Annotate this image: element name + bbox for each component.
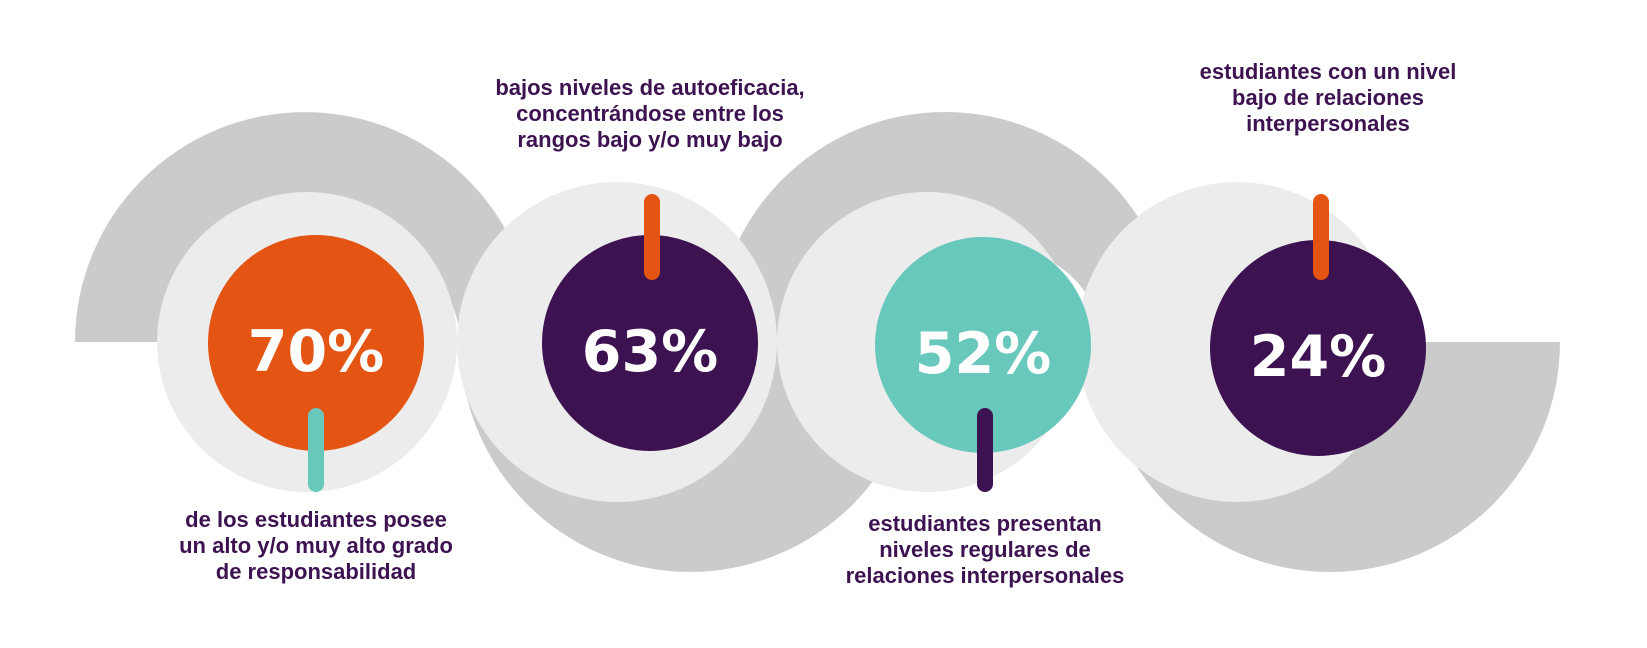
stat-circle-1	[208, 235, 424, 451]
stat-circle-3	[875, 237, 1091, 453]
caption-line: interpersonales	[1246, 111, 1410, 136]
caption-line: estudiantes con un nivel	[1199, 59, 1457, 84]
stat-circle-4	[1210, 240, 1426, 456]
caption-line: rangos bajo y/o muy bajo	[517, 127, 783, 152]
stat-circle-2	[542, 235, 758, 451]
stat-value-3: 52%	[915, 321, 1051, 387]
caption-line: niveles regulares de	[879, 537, 1091, 562]
wave-band-inner	[157, 182, 1397, 502]
caption-line: bajos niveles de autoeficacia,	[495, 75, 805, 100]
stat-caption-1: de los estudiantes posee un alto y/o muy…	[106, 507, 526, 585]
caption-line: de los estudiantes posee	[185, 507, 447, 532]
stat-value-2: 63%	[582, 319, 718, 385]
caption-line: relaciones interpersonales	[845, 563, 1125, 588]
caption-line: concentrándose entre los	[516, 101, 784, 126]
stat-value-4: 24%	[1250, 324, 1386, 390]
caption-line: bajo de relaciones	[1232, 85, 1424, 110]
stat-value-1: 70%	[248, 319, 384, 385]
stat-caption-4: estudiantes con un nivel bajo de relacio…	[1118, 59, 1538, 137]
caption-line: de responsabilidad	[215, 559, 417, 584]
stat-caption-2: bajos niveles de autoeficacia, concentrá…	[440, 75, 860, 153]
caption-line: estudiantes presentan	[868, 511, 1102, 536]
stat-caption-3: estudiantes presentan niveles regulares …	[775, 511, 1195, 589]
caption-line: un alto y/o muy alto grado	[179, 533, 453, 558]
